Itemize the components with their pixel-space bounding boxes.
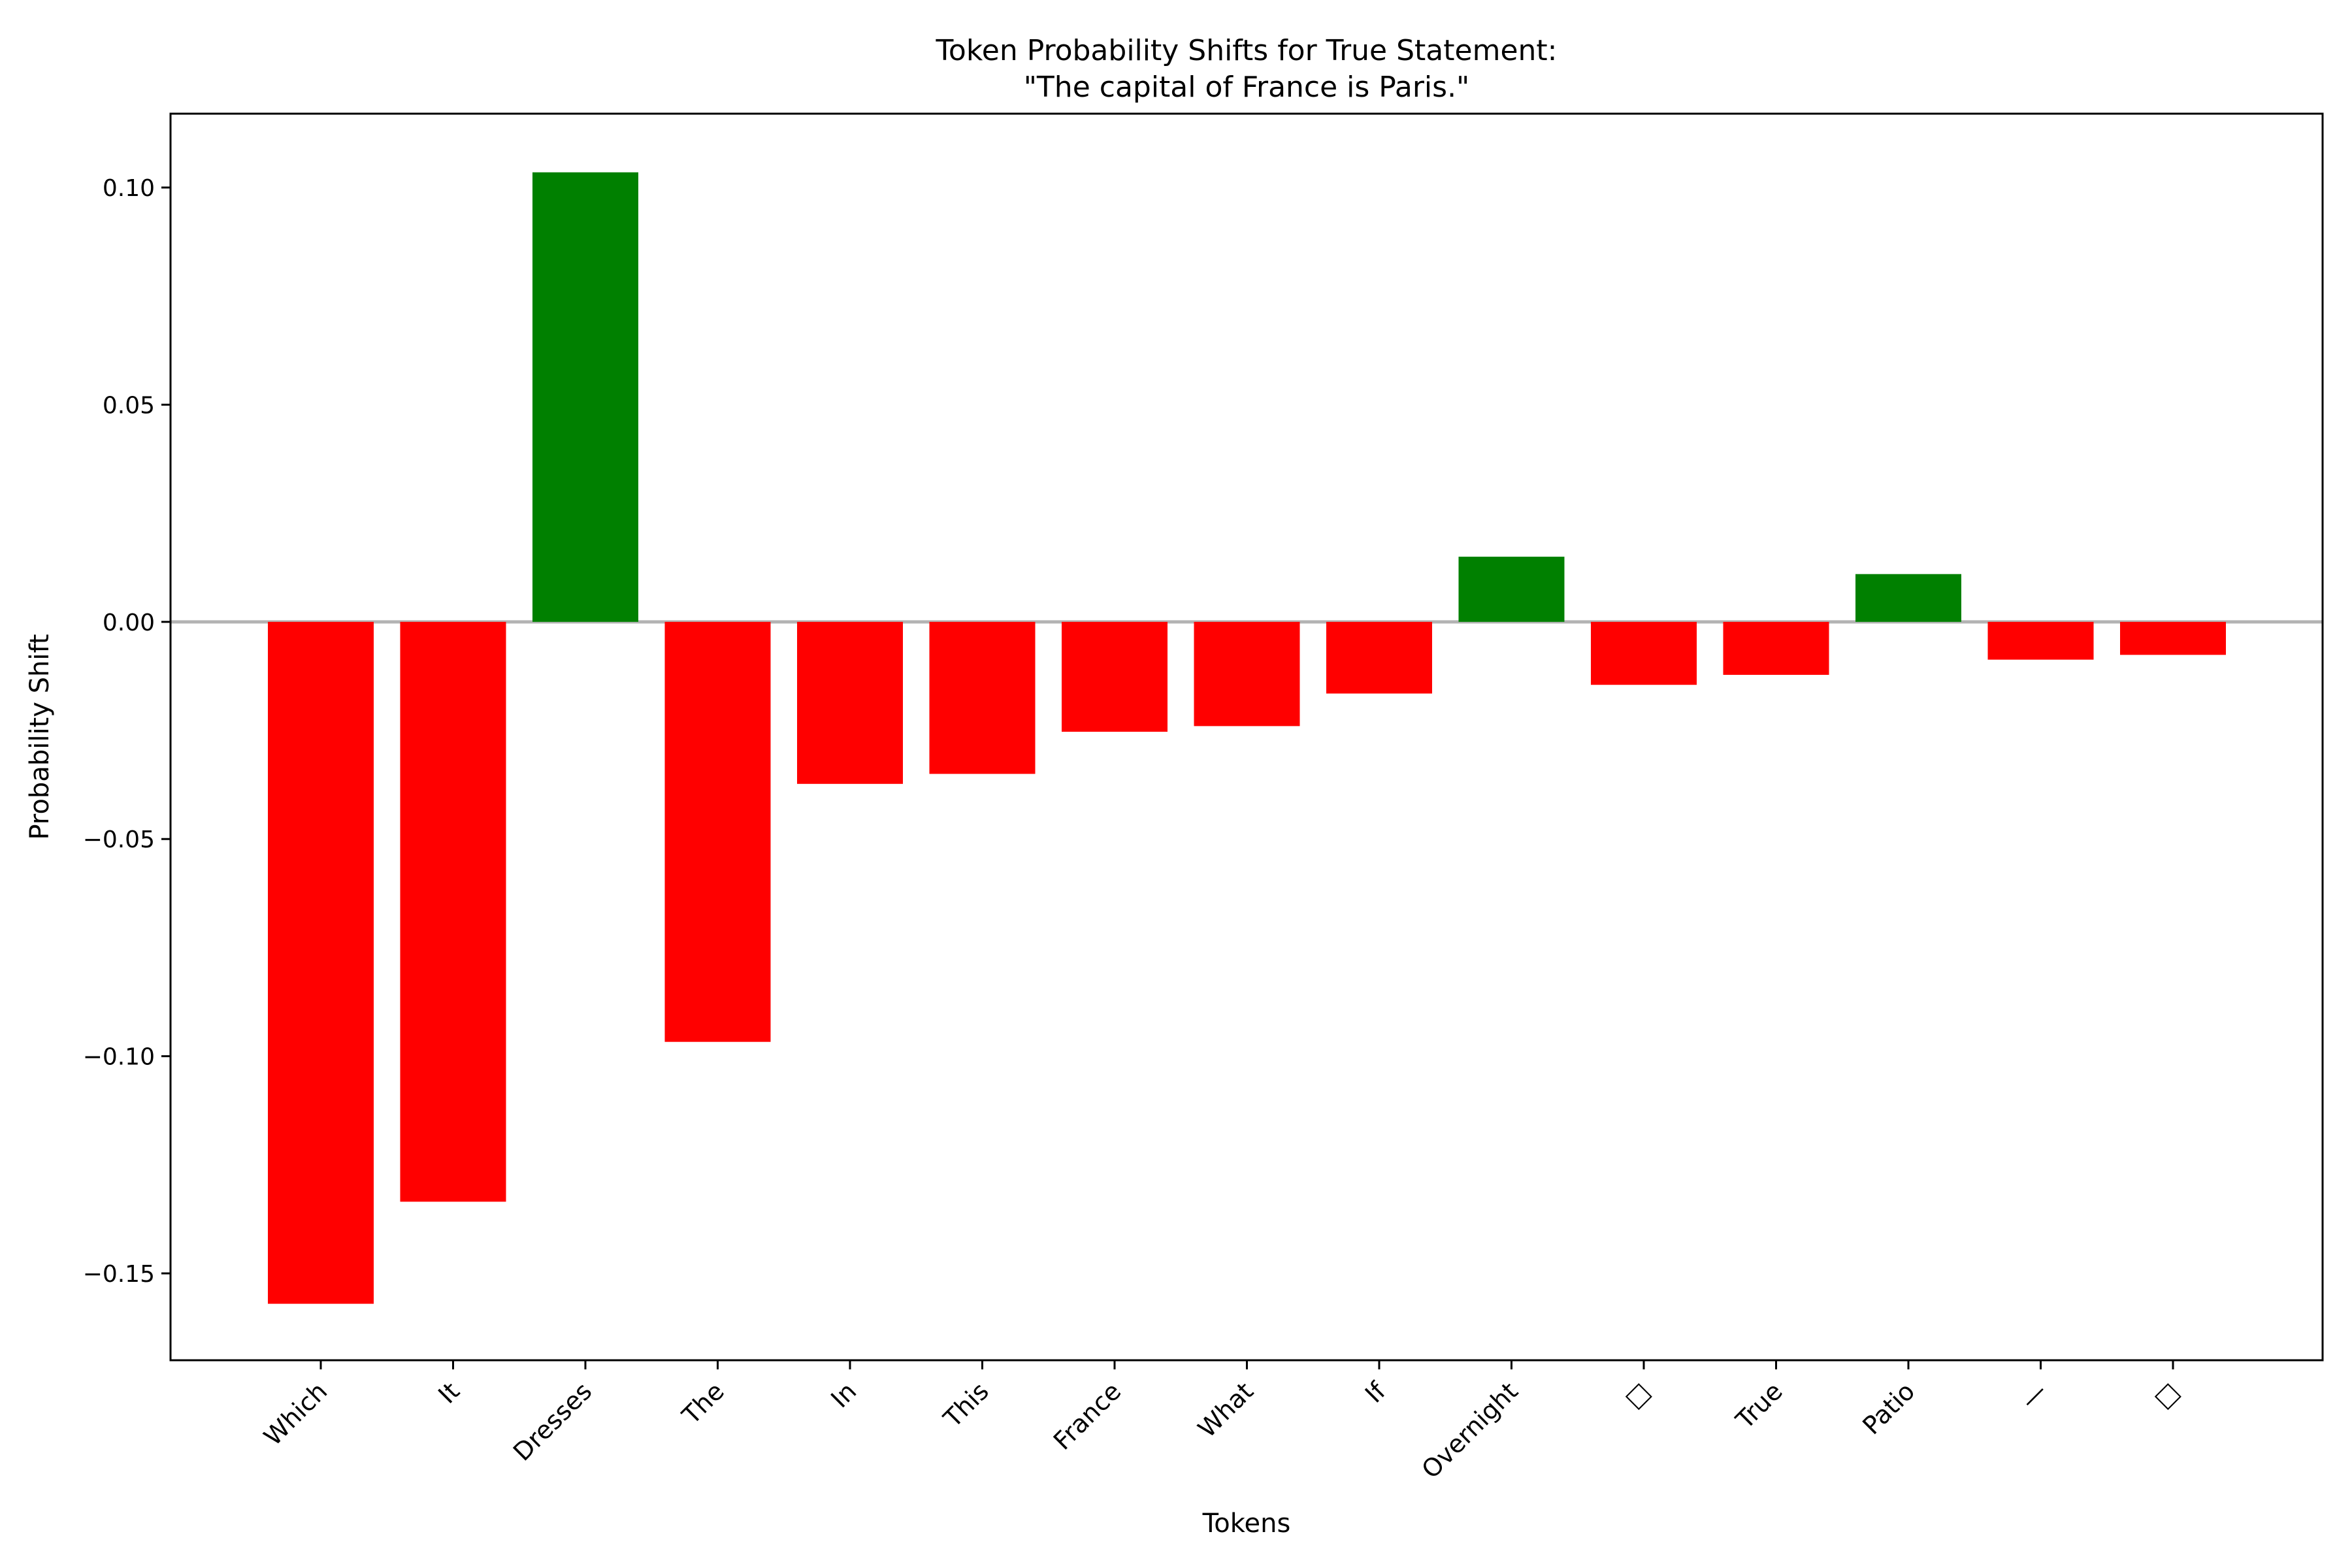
bar-what: [1194, 621, 1300, 727]
bar-in: [797, 621, 903, 784]
bar-the: [664, 621, 771, 1042]
bar-overnight: [1458, 557, 1565, 622]
bar-france: [1062, 621, 1168, 732]
bar-this: [929, 621, 1036, 774]
bar-it: [400, 621, 506, 1202]
y-tick-label: 0.10: [103, 175, 155, 202]
y-tick-label: 0.05: [103, 392, 155, 419]
chart-title-line1: Token Probability Shifts for True Statem…: [936, 34, 1558, 67]
y-tick-label: −0.05: [83, 826, 155, 853]
y-axis-label: Probability Shift: [25, 634, 55, 840]
bar-□: [1591, 621, 1697, 685]
y-tick-label: −0.10: [83, 1044, 155, 1071]
bar-—: [1987, 621, 2094, 660]
y-axis-ticks: 0.10 0.05 0.00 −0.05 −0.10 −0.15: [83, 175, 171, 1288]
bar-patio: [1855, 574, 1961, 622]
plot-area-frame: [169, 112, 2324, 1362]
bar-true: [1723, 621, 1829, 675]
bar-dresses: [532, 172, 638, 622]
y-tick-label: −0.15: [83, 1261, 155, 1288]
bar-□: [2120, 621, 2226, 655]
y-tick-label: 0.00: [103, 610, 155, 636]
bars: [268, 172, 2226, 1304]
bar-which: [268, 621, 374, 1304]
bar-if: [1326, 621, 1432, 694]
chart-title-line2: "The capital of France is Paris.": [1024, 71, 1470, 104]
x-axis-label: Tokens: [1202, 1509, 1291, 1539]
